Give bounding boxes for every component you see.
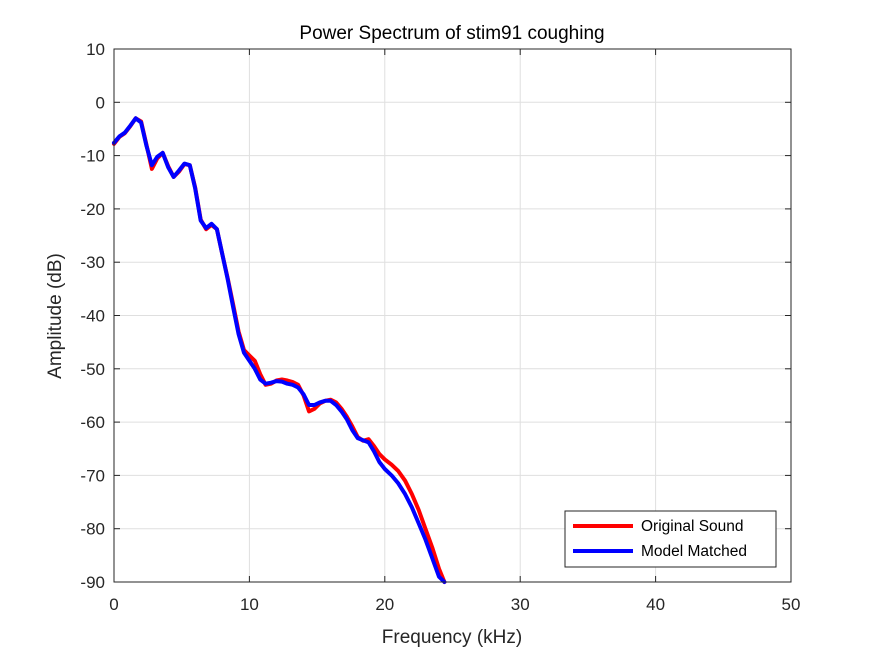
legend-box — [564, 510, 777, 568]
y-tick-label: -70 — [80, 466, 105, 485]
series-lines — [112, 116, 447, 584]
y-tick-label: -20 — [80, 200, 105, 219]
series-line-model-matched — [112, 116, 447, 584]
legend-label-original-sound: Original Sound — [641, 518, 744, 535]
y-tick-label: -40 — [80, 307, 105, 326]
x-tick-label: 0 — [109, 595, 118, 614]
legend[interactable]: Original Sound Model Matched — [564, 510, 777, 568]
y-tick-label: -90 — [80, 573, 105, 592]
x-tick-label: 20 — [375, 595, 394, 614]
y-tick-label: -50 — [80, 360, 105, 379]
x-tick-label: 50 — [782, 595, 801, 614]
chart-title: Power Spectrum of stim91 coughing — [299, 23, 604, 44]
y-tick-label: -80 — [80, 520, 105, 539]
y-tick-label: -10 — [80, 147, 105, 166]
x-tick-label: 10 — [240, 595, 259, 614]
y-tick-label: -60 — [80, 413, 105, 432]
x-axis-label: Frequency (kHz) — [382, 627, 522, 648]
y-tick-label: 10 — [86, 40, 105, 59]
y-tick-label: -30 — [80, 253, 105, 272]
y-tick-label: 0 — [96, 93, 105, 112]
legend-label-model-matched: Model Matched — [641, 543, 747, 560]
x-tick-label: 40 — [646, 595, 665, 614]
x-tick-label: 30 — [511, 595, 530, 614]
y-axis-label: Amplitude (dB) — [45, 253, 66, 379]
axis-ticks: 0 10 20 30 40 50 10 0 -10 -20 -30 -40 -50 -60 -70 -80 -9… — [80, 40, 800, 614]
